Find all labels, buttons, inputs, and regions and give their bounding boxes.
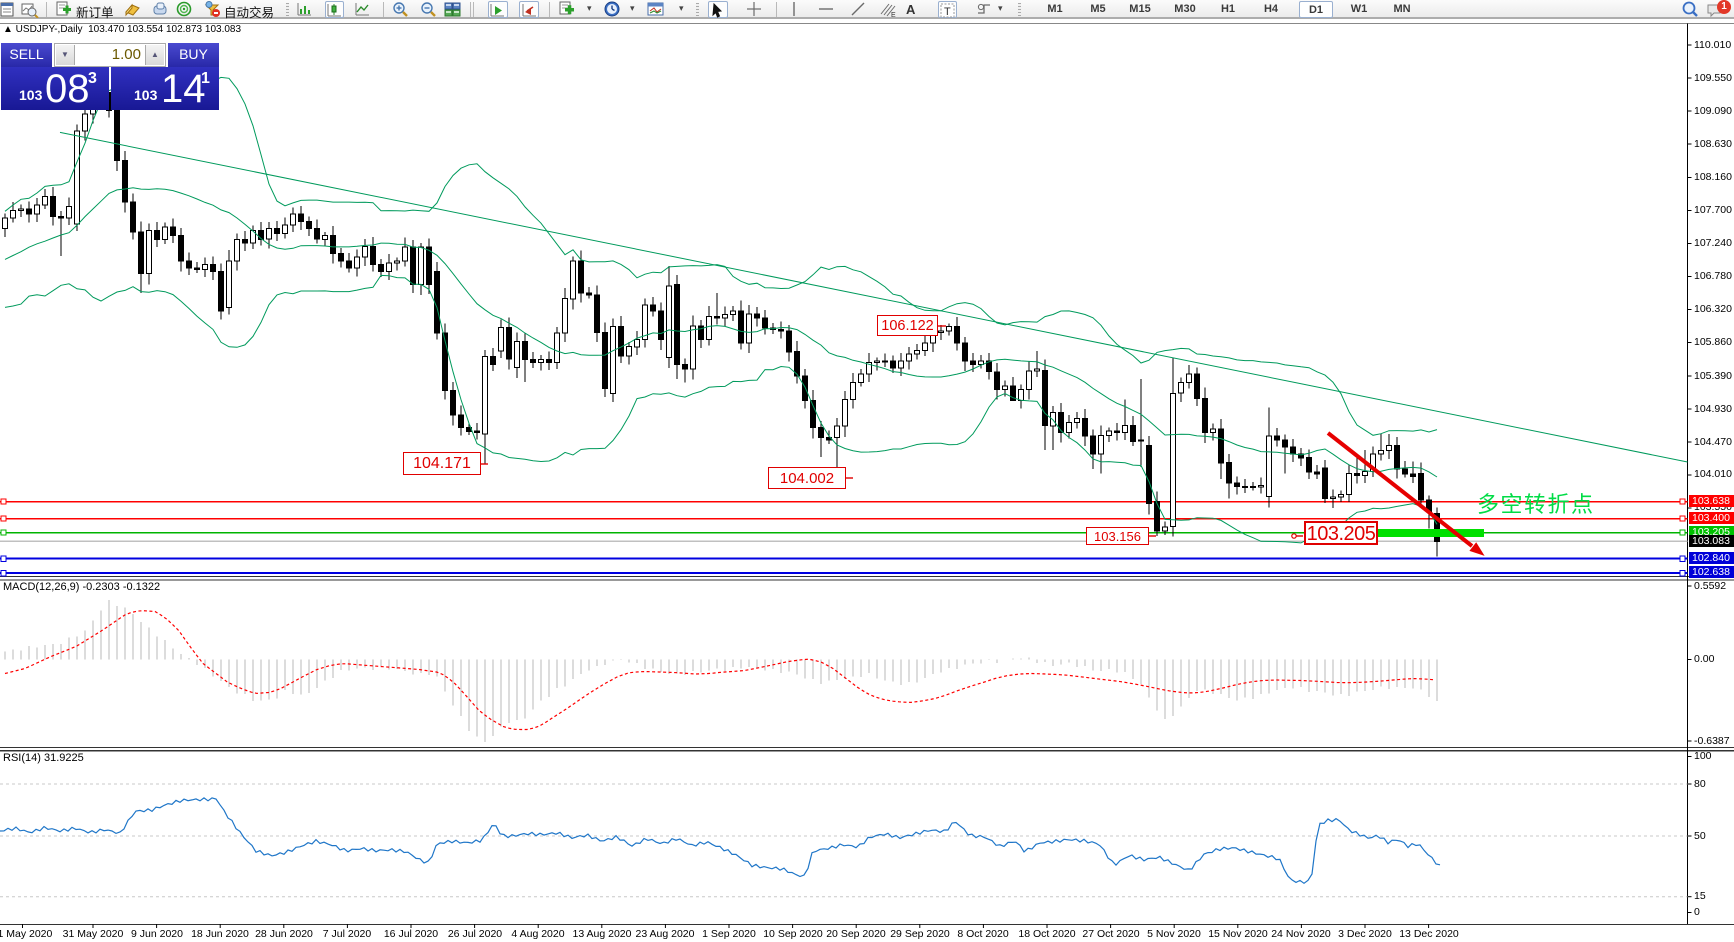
svg-text:E: E (891, 12, 896, 18)
svg-text:T: T (944, 6, 951, 18)
